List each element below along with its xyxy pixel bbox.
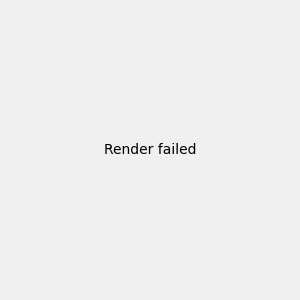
Text: Render failed: Render failed bbox=[104, 143, 196, 157]
